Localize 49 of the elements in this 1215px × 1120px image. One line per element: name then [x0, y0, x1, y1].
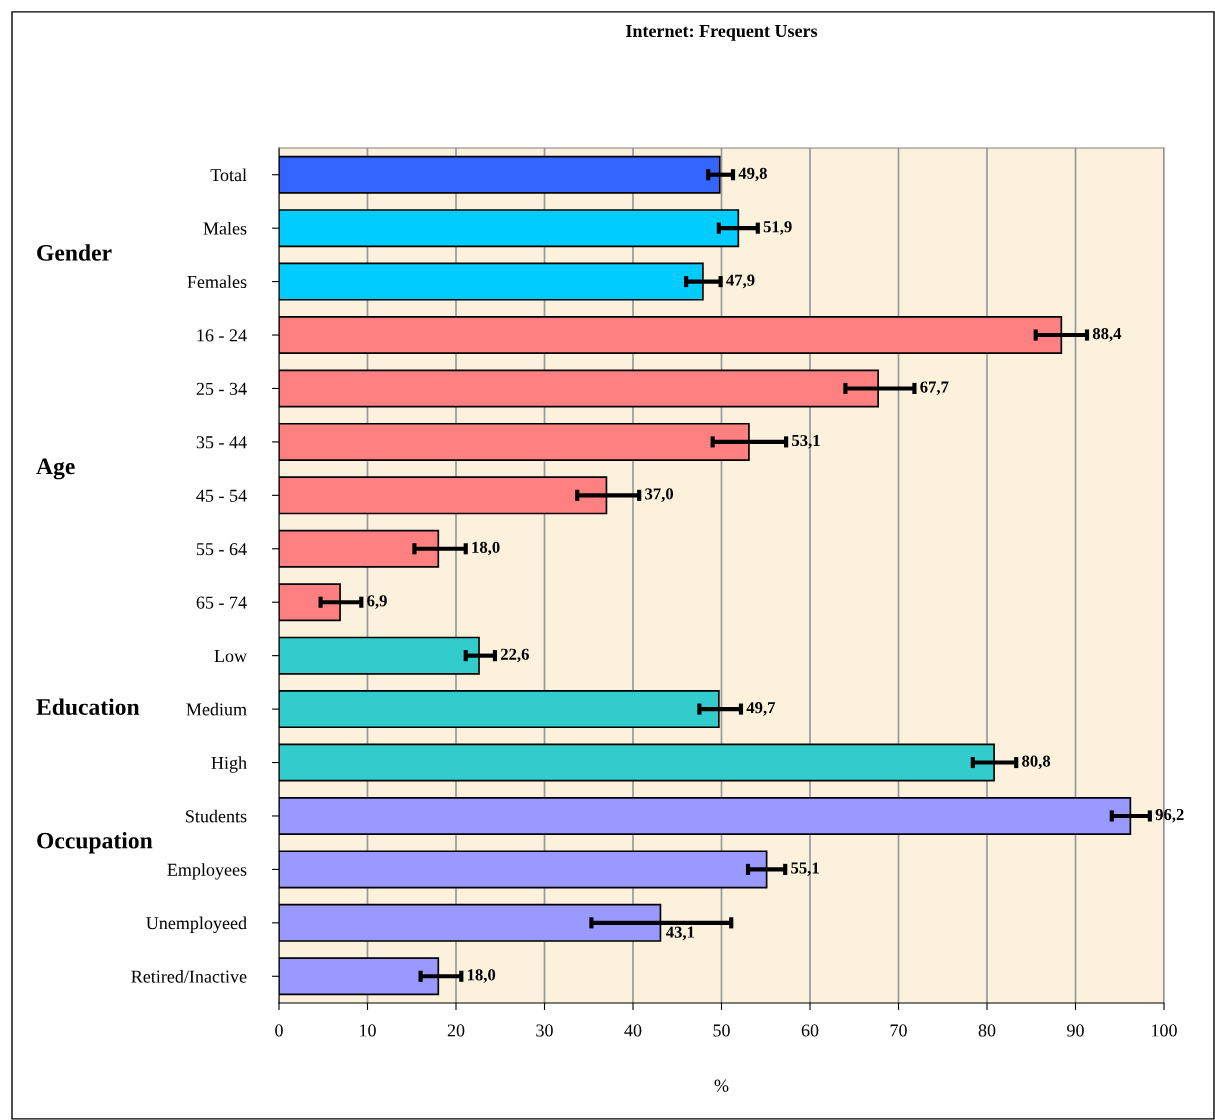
data-label: 67,7	[920, 381, 949, 396]
chart-title: Internet: Frequent Users	[625, 25, 818, 41]
y-tick-label: Unemployeed	[146, 916, 247, 933]
y-tick-label: 25 - 34	[196, 382, 247, 395]
x-tick-label: 80	[978, 1024, 996, 1037]
y-tick-label: Medium	[186, 702, 247, 716]
x-axis-title: %	[714, 1079, 729, 1092]
y-tick-label: High	[211, 756, 247, 773]
y-tick-label: Employees	[167, 863, 247, 880]
text: Occupation	[37, 831, 153, 854]
x-tick-label: 90	[1067, 1024, 1084, 1037]
data-label: 51,9	[763, 221, 792, 235]
x-tick-label: 70	[890, 1024, 907, 1037]
data-label: 47,9	[726, 274, 755, 289]
text: Age	[36, 458, 75, 480]
x-tick-label: 60	[801, 1024, 819, 1037]
x-tick-label: 40	[624, 1024, 642, 1037]
data-label: 80,8	[1022, 755, 1051, 770]
x-tick-label: 50	[713, 1024, 730, 1037]
x-tick-label: 20	[447, 1024, 465, 1037]
y-tick-label: Males	[203, 221, 247, 235]
data-label: 43,1	[665, 926, 695, 941]
y-tick-label: Students	[186, 809, 247, 823]
data-label: 22,6	[500, 648, 529, 663]
text: Education	[36, 698, 140, 716]
x-tick-label: 30	[536, 1024, 553, 1037]
x-tick-label: 10	[360, 1024, 376, 1037]
data-label: 53,1	[792, 434, 820, 449]
y-tick-label: 45 - 54	[196, 489, 247, 502]
data-label: 18,0	[467, 969, 496, 983]
x-tick-label: 100	[1152, 1024, 1177, 1037]
data-label: 49,8	[738, 167, 767, 182]
data-label: 49,7	[746, 702, 776, 716]
y-tick-label: 65 - 74	[196, 596, 247, 609]
data-label: 6,9	[367, 595, 387, 609]
data-label: 55,1	[791, 862, 819, 876]
y-tick-label: 55 - 64	[196, 543, 247, 556]
y-tick-label: Total	[210, 168, 247, 182]
data-label: 88,4	[1092, 327, 1122, 342]
x-tick-label: 0	[275, 1024, 283, 1037]
y-tick-label: 35 - 44	[196, 436, 247, 449]
data-label: 18,0	[472, 541, 500, 556]
y-tick-label: Retired/Inactive	[131, 970, 247, 983]
y-tick-label: Females	[187, 275, 247, 289]
text: Gender	[37, 244, 112, 261]
data-label: 37,0	[645, 488, 674, 502]
y-tick-label: Low	[214, 650, 247, 663]
y-tick-label: 16 - 24	[197, 329, 247, 342]
data-label: 96,2	[1155, 808, 1184, 823]
